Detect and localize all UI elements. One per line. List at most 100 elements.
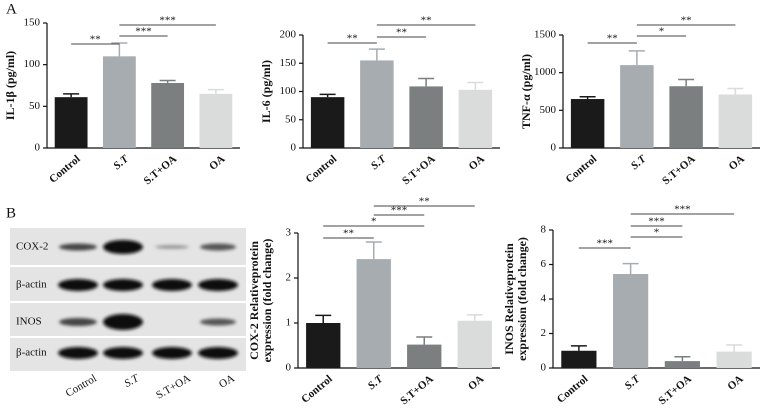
bar	[199, 93, 233, 148]
y-axis-label: expression (fold change)	[260, 239, 274, 363]
error-bar	[726, 344, 743, 352]
y-axis-label: expression (fold change)	[515, 237, 529, 361]
y-tick-label: 6	[541, 258, 547, 270]
band	[103, 240, 143, 254]
band	[58, 279, 98, 291]
bar	[669, 86, 703, 148]
y-tick-label: 0	[35, 142, 41, 154]
significance-label: ***	[674, 204, 691, 216]
band	[152, 279, 192, 291]
lane-label: S.T+OA	[154, 372, 193, 401]
error-bar	[159, 79, 176, 83]
error-bar	[207, 88, 224, 94]
y-axis-label: IL-1β (pg/ml)	[3, 51, 17, 120]
bar	[356, 259, 391, 368]
y-tick-label: 100	[280, 85, 297, 97]
band	[59, 243, 97, 251]
y-tick-label: 1000	[534, 66, 557, 78]
bar	[458, 89, 493, 148]
band	[198, 347, 238, 359]
x-tick-label: S.T	[629, 152, 650, 172]
y-tick-label: 150	[280, 57, 297, 69]
band	[58, 347, 98, 359]
x-tick-label: Control	[47, 153, 83, 186]
bar	[664, 361, 700, 368]
error-bar	[416, 336, 433, 345]
error-bar	[111, 42, 128, 57]
y-tick-label: 3	[286, 227, 292, 239]
error-bar	[579, 96, 596, 100]
bar	[716, 351, 752, 368]
significance-label: **	[681, 15, 692, 27]
lane-label: OA	[217, 372, 237, 390]
band	[103, 314, 143, 330]
x-tick-label: S.T+OA	[142, 153, 180, 187]
y-axis-label: IL-6 (pg/ml)	[259, 60, 273, 123]
y-tick-label: 0	[286, 362, 292, 374]
y-tick-label: 0	[551, 142, 557, 154]
band	[198, 279, 238, 291]
significance-label: ***	[159, 15, 176, 27]
y-tick-label: 2	[286, 272, 292, 284]
blot-row-label: INOS	[16, 316, 42, 328]
error-bar	[674, 356, 691, 362]
error-bar	[628, 50, 645, 66]
x-tick-label: OA	[727, 153, 747, 173]
band	[200, 243, 236, 251]
significance-label: **	[343, 228, 354, 240]
x-tick-label: Control	[299, 373, 335, 406]
error-bar	[466, 314, 483, 321]
bar	[360, 60, 394, 148]
bar	[151, 83, 185, 148]
significance-label: *	[659, 26, 665, 38]
y-tick-label: 4	[541, 293, 547, 305]
blot-row-label: β-actin	[16, 347, 47, 359]
bar	[310, 97, 345, 148]
x-tick-label: S.T	[369, 152, 390, 172]
panel-label: B	[6, 205, 16, 221]
y-tick-label: 0	[541, 362, 547, 374]
bar	[306, 323, 341, 368]
bar	[570, 99, 605, 148]
y-tick-label: 2	[541, 327, 547, 339]
significance-label: **	[396, 27, 407, 39]
significance-label: **	[607, 33, 618, 45]
significance-label: ***	[391, 205, 408, 217]
bar	[561, 350, 597, 368]
western-blot: COX-2 β-actin INOS β-actin Control S.T S…	[10, 228, 246, 402]
y-axis-label: TNF-α (pg/ml)	[519, 54, 533, 129]
x-tick-label: Control	[304, 153, 340, 186]
x-tick-label: S.T+OA	[656, 373, 694, 407]
significance-label: ***	[135, 26, 152, 38]
error-bar	[315, 314, 332, 323]
x-tick-label: S.T	[623, 372, 644, 392]
y-tick-label: 150	[24, 17, 41, 29]
significance-label: ***	[597, 238, 614, 250]
band	[155, 245, 189, 249]
lane-label: S.T	[122, 372, 141, 390]
x-tick-label: Control	[555, 373, 591, 406]
error-bar	[467, 81, 484, 90]
bar	[457, 320, 492, 368]
error-bar	[63, 93, 80, 98]
error-bar	[319, 93, 336, 98]
y-tick-label: 1	[286, 317, 292, 329]
bands	[58, 240, 238, 359]
y-tick-label: 500	[540, 104, 557, 116]
x-tick-label: OA	[466, 373, 486, 393]
y-tick-label: 0	[291, 142, 297, 154]
error-bar	[570, 345, 587, 351]
y-axis-label: COX-2 Relativeprotein	[247, 241, 261, 360]
x-tick-label: Control	[564, 153, 600, 186]
bar	[54, 97, 88, 148]
error-bar	[418, 77, 435, 87]
lane-label: Control	[64, 372, 99, 399]
significance-label: **	[419, 196, 430, 208]
x-tick-label: OA	[725, 373, 745, 393]
band	[103, 347, 143, 359]
error-bar	[622, 262, 639, 274]
y-tick-label: 50	[285, 113, 297, 125]
significance-label: **	[347, 33, 358, 45]
